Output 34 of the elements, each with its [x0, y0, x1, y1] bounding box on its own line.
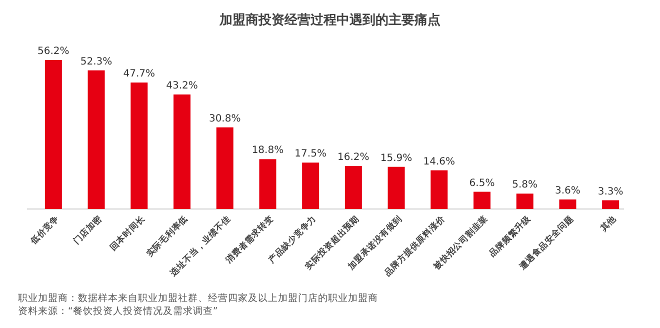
data-label: 15.9%: [380, 152, 412, 164]
data-label: 5.8%: [512, 180, 538, 191]
bar: [88, 70, 105, 209]
bar: [130, 82, 148, 209]
data-label: 16.2%: [338, 152, 370, 164]
text: 职业加盟商：数据样本来自职业加盟社群、经营四家及以上加盟门店的职业加盟商: [18, 292, 378, 304]
x-tick-label: 门店加密: [71, 212, 106, 247]
bar: [430, 170, 448, 209]
data-label: 56.2%: [38, 46, 70, 57]
bar: [559, 199, 576, 209]
data-label: 18.8%: [252, 145, 284, 156]
bar: [44, 60, 62, 209]
bar: [302, 162, 320, 209]
data-label: 3.6%: [555, 185, 580, 196]
bar: [474, 192, 490, 209]
bar: [174, 94, 190, 209]
bar: [602, 200, 620, 209]
data-label: 30.8%: [208, 113, 241, 124]
data-label: 47.7%: [123, 68, 156, 80]
data-label: 3.3%: [598, 186, 624, 198]
data-label: 14.6%: [423, 156, 456, 168]
bar: [516, 194, 534, 209]
data-label: 17.5%: [294, 148, 326, 160]
bar: [388, 166, 405, 209]
data-label: 6.5%: [469, 178, 495, 189]
bar: [344, 166, 362, 209]
data-label: 52.3%: [80, 56, 112, 68]
text: 资料来源：“餐饮投资人投资情况及需求调查”: [18, 305, 218, 317]
bar: [216, 127, 234, 209]
x-tick-label: 低价竞争: [28, 213, 62, 248]
x-tick-label: 其他: [597, 212, 620, 235]
data-label: 43.2%: [166, 80, 198, 92]
chart-title: 加盟商投资经营过程中遇到的主要痛点: [218, 12, 440, 28]
bar: [259, 159, 276, 209]
